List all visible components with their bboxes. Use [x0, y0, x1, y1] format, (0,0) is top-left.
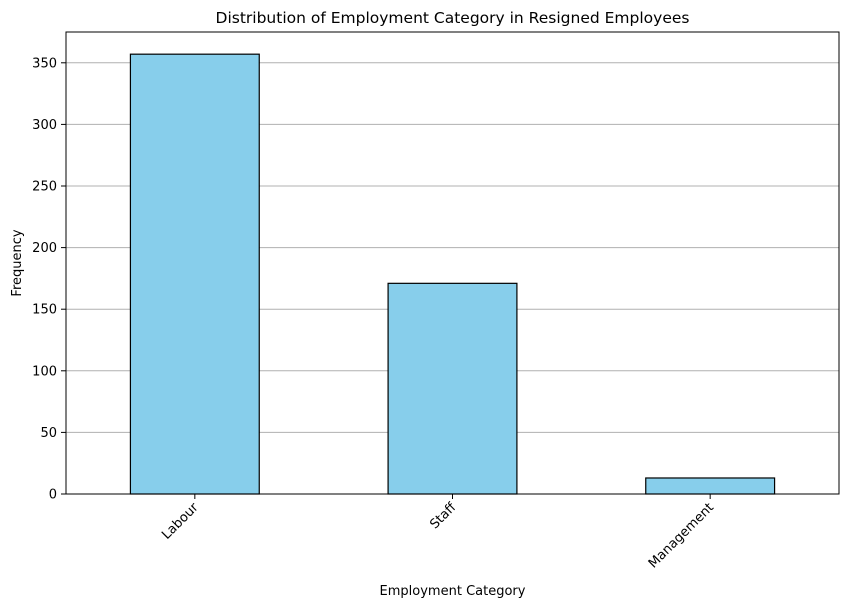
bars	[129, 53, 776, 495]
y-tick-label: 300	[32, 118, 57, 133]
y-tick-label: 0	[49, 488, 57, 503]
x-axis-label: Employment Category	[380, 584, 526, 599]
y-tick-label: 250	[32, 180, 57, 195]
chart-title: Distribution of Employment Category in R…	[216, 9, 690, 27]
bar-staff	[387, 282, 518, 495]
y-tick-label: 200	[32, 241, 57, 256]
y-tick-label: 100	[32, 364, 57, 379]
y-axis-label: Frequency	[10, 229, 25, 296]
y-tick-label: 350	[32, 56, 57, 71]
bar-labour	[129, 53, 260, 495]
bar-management	[645, 477, 776, 495]
y-tick-label: 50	[40, 426, 57, 441]
y-tick-label: 150	[32, 303, 57, 318]
y-axis-ticks: 0 50 100 150 200 250 300 350	[32, 56, 66, 503]
